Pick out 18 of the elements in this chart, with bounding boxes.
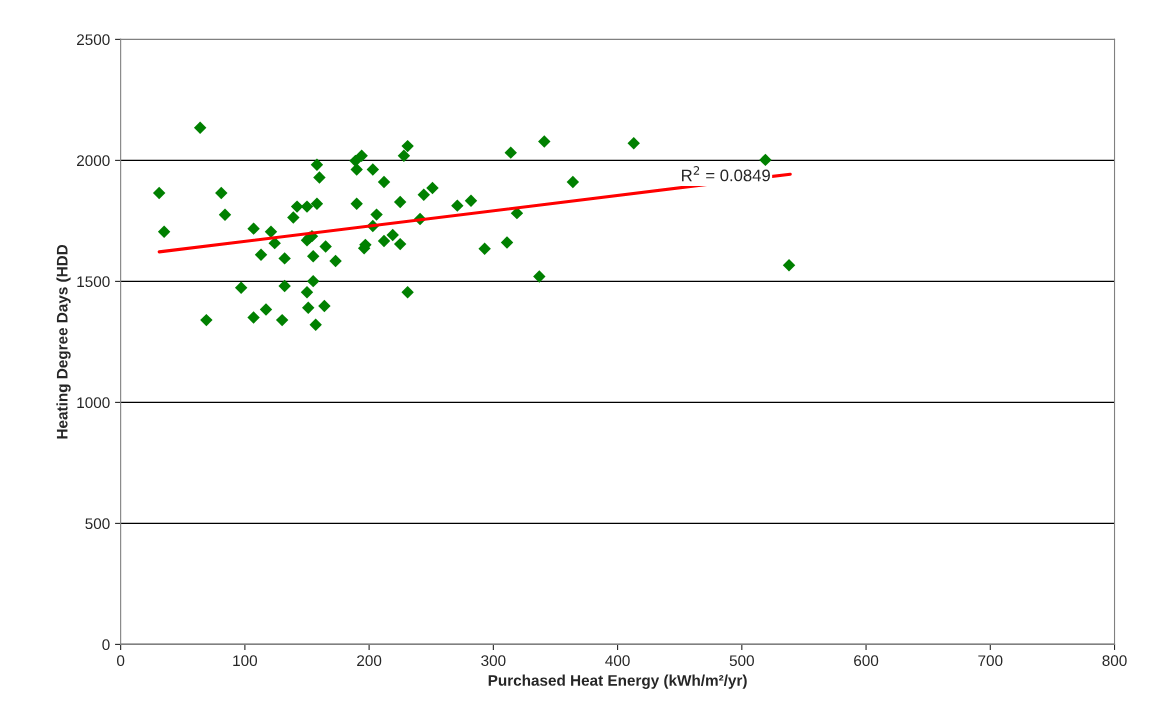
y-tick-label: 1000 bbox=[77, 397, 110, 409]
x-tick-label: 700 bbox=[978, 655, 1003, 667]
y-tick-label: 1500 bbox=[77, 276, 110, 288]
y-tick-label: 500 bbox=[85, 518, 110, 530]
x-tick-label: 200 bbox=[357, 655, 382, 667]
annotation: R$^{2}$ = 0.0849 bbox=[682, 166, 770, 182]
x-axis-title: Purchased Heat Energy (kWh/m²/yr) bbox=[488, 674, 747, 689]
y-tick-label: 2500 bbox=[77, 34, 110, 46]
x-tick-label: 300 bbox=[481, 655, 506, 667]
x-tick-label: 500 bbox=[729, 655, 754, 667]
y-tick-label: 0 bbox=[102, 639, 110, 651]
y-tick-label: 2000 bbox=[77, 155, 110, 167]
y-axis-title: Heating Degree Days (HDD bbox=[56, 244, 71, 439]
x-tick-label: 0 bbox=[116, 655, 125, 667]
x-tick-label: 800 bbox=[1102, 655, 1127, 667]
x-tick-label: 100 bbox=[233, 655, 258, 667]
x-tick-label: 400 bbox=[605, 655, 630, 667]
x-tick-label: 600 bbox=[854, 655, 879, 667]
